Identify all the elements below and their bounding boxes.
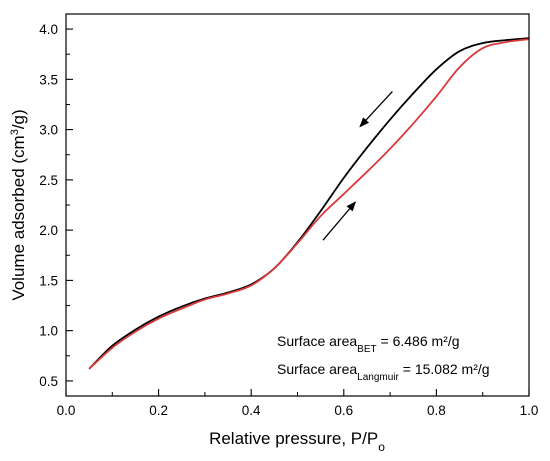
x-tick-label: 0.2 [149, 403, 168, 418]
y-tick-label: 3.5 [39, 72, 58, 87]
y-tick-label: 4.0 [39, 22, 58, 37]
x-tick-label: 0.6 [334, 403, 353, 418]
x-axis-ticks: 0.0 0.2 0.4 0.6 0.8 1.0 [57, 389, 539, 418]
x-axis-title: Relative pressure, P/Po [209, 429, 385, 454]
y-tick-label: 0.5 [39, 374, 58, 389]
y-tick-label: 3.0 [39, 123, 58, 138]
desorption-curve [88, 37, 530, 370]
y-tick-label: 2.5 [39, 173, 58, 188]
curves-layer [88, 37, 530, 370]
x-tick-label: 0.0 [57, 403, 76, 418]
y-tick-label: 2.0 [39, 223, 58, 238]
y-axis-title: Volume adsorbed (cm3/g) [9, 109, 28, 300]
y-axis-ticks: 0.5 1.0 1.5 2.0 2.5 3.0 3.5 4.0 [39, 22, 73, 389]
arrows-layer [322, 90, 393, 241]
adsorption-arrow [322, 201, 357, 241]
langmuir-surface-area-annotation: Surface areaLangmuir = 15.082 m²/g [277, 361, 490, 383]
x-tick-label: 1.0 [520, 403, 539, 418]
desorption-arrow [359, 90, 393, 128]
y-tick-label: 1.0 [39, 324, 58, 339]
y-tick-label: 1.5 [39, 273, 58, 288]
x-tick-label: 0.8 [427, 403, 446, 418]
adsorption-curve [88, 38, 530, 370]
bet-surface-area-annotation: Surface areaBET = 6.486 m²/g [277, 333, 460, 355]
x-tick-label: 0.4 [242, 403, 261, 418]
